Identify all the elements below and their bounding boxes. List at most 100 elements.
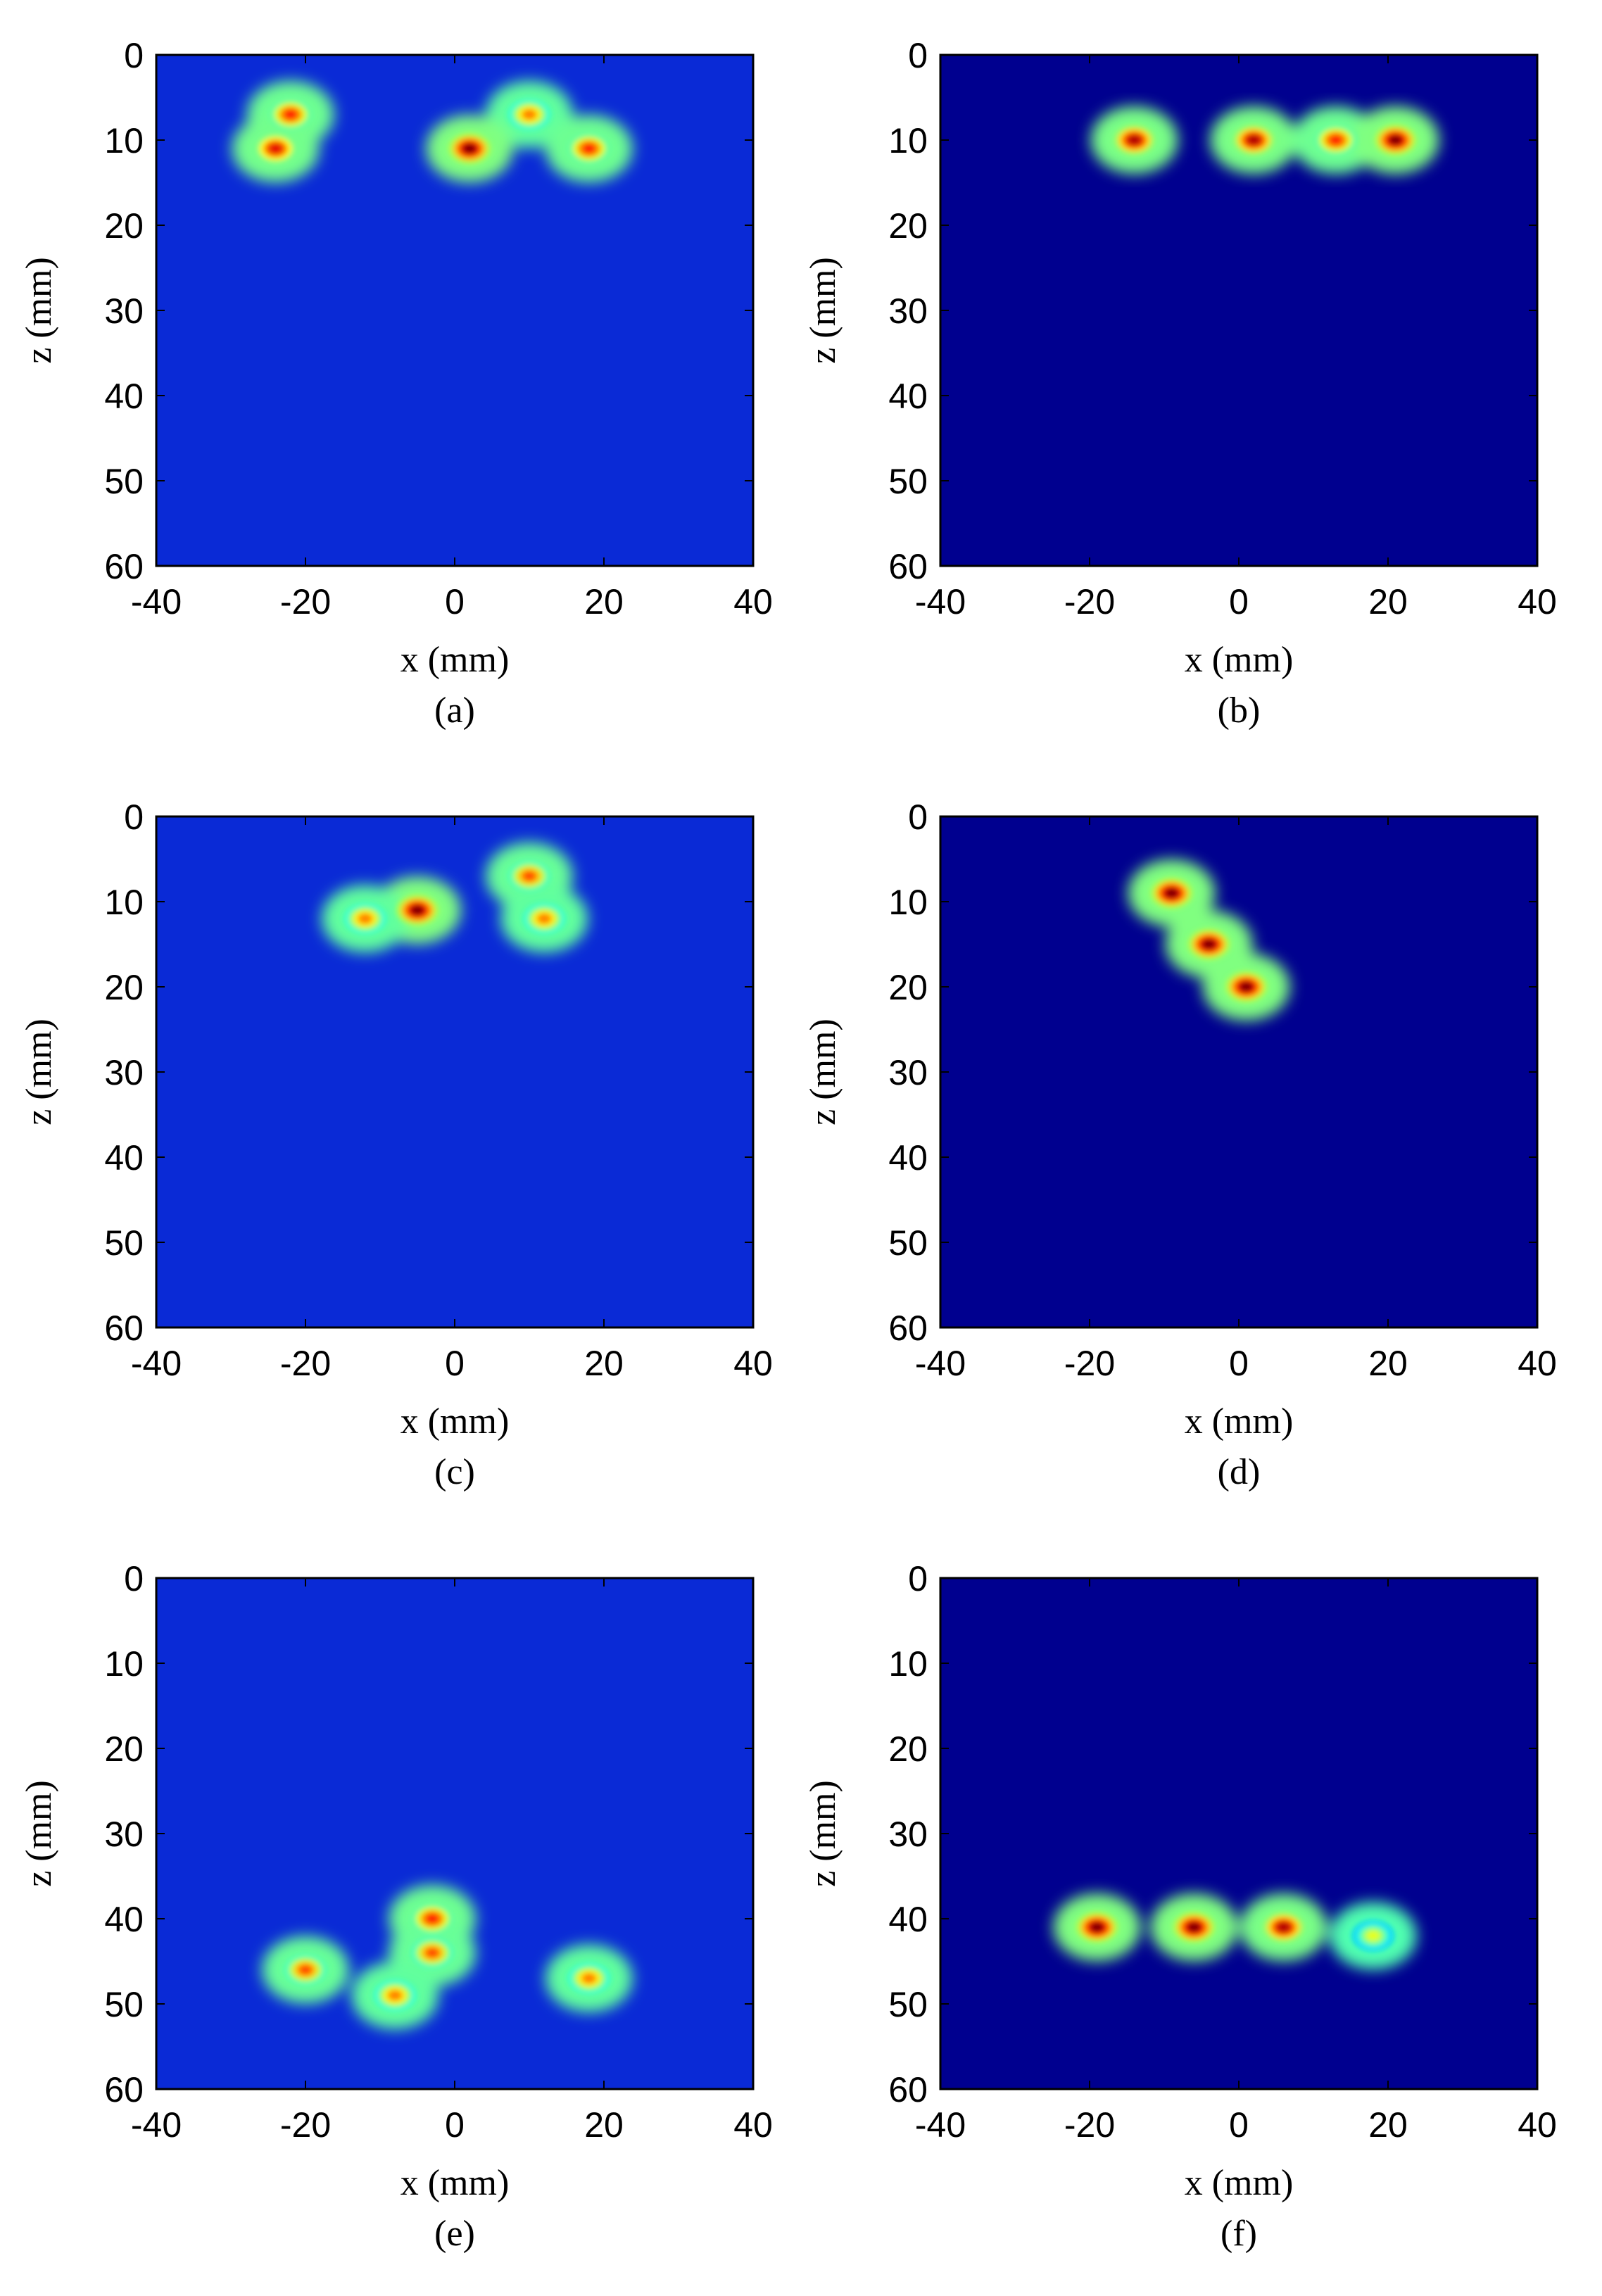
hot-spot-1-level-3 bbox=[1187, 1922, 1202, 1933]
y-axis-label: z (mm) bbox=[19, 1780, 59, 1887]
hot-spot-2-level-3 bbox=[268, 143, 283, 154]
x-tick-label: 0 bbox=[445, 1344, 465, 1383]
y-tick-label: 40 bbox=[104, 1138, 144, 1178]
panel-caption: (d) bbox=[1218, 1452, 1261, 1492]
y-tick-label: 60 bbox=[888, 2070, 928, 2109]
hot-spot-2-level-3 bbox=[1328, 134, 1344, 146]
y-tick-label: 10 bbox=[104, 1644, 144, 1684]
hot-spot-0-level-3 bbox=[283, 109, 298, 120]
y-tick-label: 30 bbox=[104, 1815, 144, 1854]
panel-b: -40 -20 0 20 40 0 10 20 30 40 50 60 x (mm) z (mm) (b) bbox=[803, 36, 1557, 731]
hot-spot-0-level-3 bbox=[1090, 1922, 1104, 1933]
x-tick-label: 20 bbox=[584, 582, 624, 622]
y-tick-label: 10 bbox=[888, 1644, 928, 1684]
panel-c: -40 -20 0 20 40 0 10 20 30 40 50 60 x (mm) z (mm) (c) bbox=[19, 797, 773, 1492]
y-tick-label: 10 bbox=[104, 121, 144, 160]
x-tick-label: -40 bbox=[915, 1344, 966, 1383]
y-tick-label: 40 bbox=[888, 1138, 928, 1178]
x-tick-label: -40 bbox=[131, 2105, 182, 2145]
x-tick-label: 0 bbox=[1229, 582, 1249, 622]
x-tick-label: -20 bbox=[280, 1344, 331, 1383]
hot-spot-2-level-3 bbox=[298, 1964, 313, 1976]
y-tick-label: 40 bbox=[104, 1900, 144, 1939]
y-tick-label: 40 bbox=[888, 377, 928, 416]
x-tick-label: 40 bbox=[733, 582, 773, 622]
y-tick-label: 0 bbox=[124, 797, 144, 837]
y-tick-label: 60 bbox=[888, 1308, 928, 1348]
hot-spot-1-level-3 bbox=[1247, 134, 1261, 146]
y-tick-label: 50 bbox=[888, 1985, 928, 2024]
x-tick-label: 40 bbox=[1518, 2105, 1557, 2145]
y-tick-label: 50 bbox=[888, 1223, 928, 1263]
hot-spot-3-level-3 bbox=[581, 1973, 596, 1984]
hot-spot-4-level-3 bbox=[388, 1990, 403, 2001]
y-tick-label: 20 bbox=[104, 968, 144, 1007]
y-tick-label: 60 bbox=[104, 2070, 144, 2109]
heatmap-image bbox=[940, 1578, 1537, 2089]
panel-f: -40 -20 0 20 40 0 10 20 30 40 50 60 x (mm) z (mm) (f) bbox=[803, 1559, 1557, 2254]
hot-spot-0-level-3 bbox=[1127, 134, 1142, 146]
x-tick-label: 40 bbox=[1518, 582, 1557, 622]
heatmap-image bbox=[940, 816, 1537, 1327]
x-tick-label: -20 bbox=[280, 582, 331, 622]
y-tick-label: 50 bbox=[104, 1223, 144, 1263]
x-tick-label: -20 bbox=[1064, 2105, 1115, 2145]
hot-spot-0-level-3 bbox=[425, 1913, 440, 1924]
heatmap-image bbox=[156, 55, 753, 566]
hot-spot-3-level-3 bbox=[1388, 134, 1403, 146]
x-axis-label: x (mm) bbox=[1185, 2163, 1294, 2203]
y-tick-label: 0 bbox=[908, 797, 928, 837]
panel-caption: (e) bbox=[434, 2214, 475, 2254]
heatmap-image bbox=[156, 1578, 753, 2089]
x-tick-label: -40 bbox=[131, 1344, 182, 1383]
x-tick-label: 40 bbox=[1518, 1344, 1557, 1383]
y-tick-label: 30 bbox=[104, 291, 144, 331]
panel-a: -40 -20 0 20 40 0 10 20 30 40 50 60 x (mm) z (mm) (a) bbox=[19, 36, 773, 731]
y-tick-label: 30 bbox=[888, 1815, 928, 1854]
y-tick-label: 0 bbox=[908, 36, 928, 75]
y-tick-label: 20 bbox=[104, 1729, 144, 1769]
y-tick-label: 20 bbox=[104, 206, 144, 246]
x-tick-label: 40 bbox=[733, 2105, 773, 2145]
y-tick-label: 50 bbox=[888, 462, 928, 501]
hot-spot-2-level-3 bbox=[358, 913, 372, 924]
hot-spot-3-level-3 bbox=[1366, 1930, 1381, 1941]
y-axis-label: z (mm) bbox=[19, 257, 59, 364]
y-tick-label: 10 bbox=[104, 883, 144, 922]
x-tick-label: 0 bbox=[1229, 2105, 1249, 2145]
y-axis-label: z (mm) bbox=[803, 1780, 843, 1887]
x-tick-label: -20 bbox=[1064, 582, 1115, 622]
heatmap-background bbox=[940, 1578, 1537, 2089]
x-axis-label: x (mm) bbox=[400, 640, 510, 680]
y-tick-label: 50 bbox=[104, 1985, 144, 2024]
y-tick-label: 30 bbox=[104, 1053, 144, 1092]
x-tick-label: -20 bbox=[280, 2105, 331, 2145]
y-tick-label: 20 bbox=[888, 968, 928, 1007]
y-tick-label: 0 bbox=[908, 1559, 928, 1598]
hot-spot-1-level-3 bbox=[522, 871, 537, 882]
y-tick-label: 10 bbox=[888, 883, 928, 922]
panel-caption: (b) bbox=[1218, 690, 1261, 731]
hot-spot-1-level-3 bbox=[1202, 939, 1216, 950]
x-tick-label: 0 bbox=[445, 582, 465, 622]
hot-spot-3-level-3 bbox=[537, 913, 552, 924]
y-axis-label: z (mm) bbox=[19, 1018, 59, 1125]
x-tick-label: -40 bbox=[915, 582, 966, 622]
y-tick-label: 40 bbox=[104, 377, 144, 416]
panel-d: -40 -20 0 20 40 0 10 20 30 40 50 60 x (mm) z (mm) (d) bbox=[803, 797, 1557, 1492]
y-tick-label: 30 bbox=[888, 1053, 928, 1092]
y-tick-label: 60 bbox=[104, 547, 144, 586]
y-tick-label: 60 bbox=[104, 1308, 144, 1348]
x-tick-label: 20 bbox=[1368, 582, 1408, 622]
hot-spot-2-level-3 bbox=[1276, 1922, 1291, 1933]
x-axis-label: x (mm) bbox=[1185, 640, 1294, 680]
hot-spot-0-level-3 bbox=[410, 904, 425, 916]
y-tick-label: 0 bbox=[124, 36, 144, 75]
heatmap-background bbox=[156, 1578, 753, 2089]
x-axis-label: x (mm) bbox=[400, 1401, 510, 1442]
x-axis-label: x (mm) bbox=[400, 2163, 510, 2203]
hot-spot-1-level-3 bbox=[522, 109, 537, 120]
hot-spot-4-level-3 bbox=[581, 143, 596, 154]
hot-spot-1-level-3 bbox=[425, 1947, 440, 1958]
